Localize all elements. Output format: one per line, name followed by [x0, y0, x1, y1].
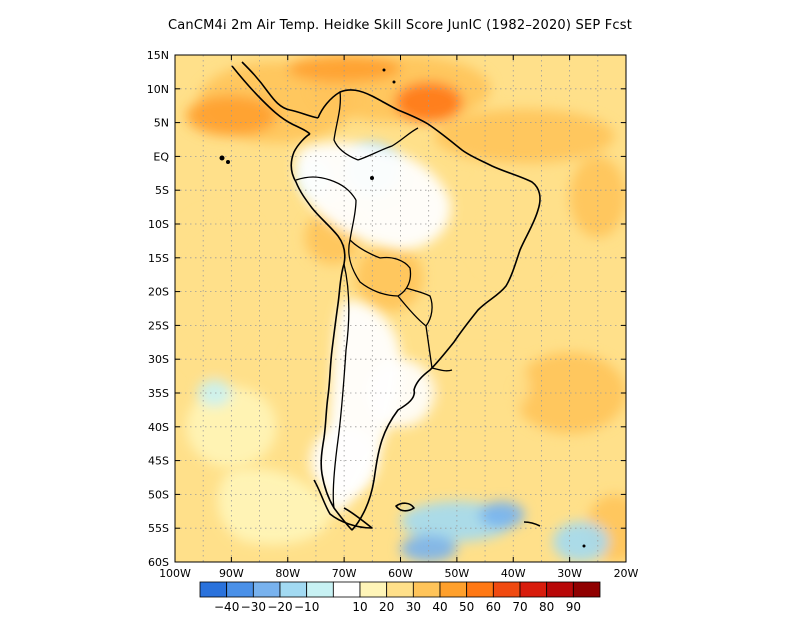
coastlines — [231, 61, 541, 531]
border-venezuela-brazil — [357, 127, 419, 161]
lake-titicaca — [370, 176, 374, 180]
land-low-skill-areas — [217, 142, 451, 545]
colorbar-swatch — [466, 581, 494, 598]
field-region-18 — [400, 534, 457, 562]
lat-tick-label: 20S — [148, 286, 169, 299]
plot-area — [175, 55, 626, 562]
field-region-7 — [468, 169, 559, 279]
field-region-3 — [394, 82, 463, 123]
colorbar-swatch — [226, 581, 254, 598]
lat-tick-label: 25S — [148, 319, 169, 332]
colorbar-labels: −40 −30 −20 −10 10 20 30 40 50 60 70 80 90 — [214, 600, 581, 614]
colorbar-swatch — [199, 581, 228, 598]
colorbar-label: −10 — [294, 600, 319, 614]
field-region-6 — [569, 156, 626, 238]
lon-tick-label: 70W — [332, 567, 357, 580]
colorbar-label: 80 — [539, 600, 554, 614]
colorbar-swatch — [492, 581, 521, 598]
colorbar-swatch — [359, 581, 388, 598]
lon-tick-label: 100W — [159, 567, 191, 580]
colorbar-label: 60 — [486, 600, 501, 614]
border-uruguay — [431, 367, 453, 372]
colorbar — [199, 581, 601, 598]
lat-tick-label: 50S — [148, 488, 169, 501]
colorbar-label: −20 — [267, 600, 292, 614]
colorbar-swatch — [252, 581, 281, 598]
south-atlantic-island — [582, 544, 586, 548]
lat-tick-label: 15S — [148, 252, 169, 265]
colorbar-swatch — [332, 581, 361, 598]
lat-tick-label: 60S — [148, 556, 169, 569]
colorbar-label: −40 — [214, 600, 239, 614]
colorbar-swatch — [279, 581, 308, 598]
longitude-labels: 100W 90W 80W 70W 60W 50W 40W 30W 20W — [159, 567, 638, 580]
colorbar-swatch — [306, 581, 334, 598]
colorbar-label: 70 — [512, 600, 527, 614]
caribbean-island — [392, 80, 396, 84]
colorbar-label: 90 — [566, 600, 581, 614]
border-colombia-peru — [295, 176, 357, 201]
lat-tick-label: EQ — [153, 150, 169, 163]
lat-lon-grid — [175, 55, 626, 562]
colorbar-label: 10 — [352, 600, 367, 614]
caribbean-island-2 — [382, 68, 386, 72]
latitude-labels: 15N 10N 5N EQ 5S 10S 15S 20S 25S 30S 35S 40S 45S 50S 5… — [147, 49, 170, 569]
lat-tick-label: 5N — [154, 117, 169, 130]
field-region-19 — [479, 501, 525, 529]
border-colombia-venezuela — [333, 91, 359, 161]
country-borders — [295, 91, 453, 509]
lat-tick-label: 55S — [148, 522, 169, 535]
lat-tick-label: 30S — [148, 353, 169, 366]
south-georgia-island — [523, 521, 541, 527]
amazon-white-area — [296, 142, 451, 250]
colorbar-swatch — [386, 581, 414, 598]
colorbar-label: 50 — [459, 600, 474, 614]
lat-tick-label: 15N — [147, 49, 169, 62]
lon-tick-label: 50W — [444, 567, 469, 580]
galapagos-island — [219, 155, 225, 161]
central-america-coast — [241, 61, 319, 119]
border-argentina-chile — [332, 263, 350, 509]
tierra-del-fuego-coast — [313, 479, 373, 529]
field-region-9 — [355, 244, 424, 312]
colorbar-swatch — [546, 581, 574, 598]
colorbar-label: 40 — [432, 600, 447, 614]
field-region-5 — [434, 109, 615, 164]
border-paraguay — [397, 287, 433, 327]
lat-tick-label: 10N — [147, 83, 169, 96]
lat-tick-label: 45S — [148, 455, 169, 468]
falkland-islands — [395, 502, 415, 512]
lon-tick-label: 90W — [219, 567, 244, 580]
border-argentina-brazil — [425, 325, 433, 369]
lon-tick-label: 30W — [557, 567, 582, 580]
lon-tick-label: 60W — [388, 567, 413, 580]
central-america-pacific-coast — [231, 65, 311, 135]
galapagos-island-2 — [226, 160, 230, 164]
colorbar-swatch — [412, 581, 441, 598]
map-title: CanCM4i 2m Air Temp. Heidke Skill Score … — [167, 18, 633, 33]
islands-dots — [219, 68, 586, 548]
lon-tick-label: 20W — [614, 567, 639, 580]
patagonia-white-area — [326, 300, 401, 513]
field-region-20 — [552, 521, 610, 562]
colorbar-label: −30 — [241, 600, 266, 614]
field-region-11 — [513, 352, 626, 434]
colorbar-label: 30 — [406, 600, 421, 614]
southern-ocean-white-area — [217, 468, 330, 545]
lat-tick-label: 35S — [148, 387, 169, 400]
colorbar-swatch — [572, 581, 601, 598]
south-america-coast — [290, 89, 541, 531]
lat-tick-label: 10S — [148, 218, 169, 231]
field-region-21 — [197, 379, 232, 407]
colorbar-label: 20 — [379, 600, 394, 614]
colorbar-swatch — [439, 581, 468, 598]
axis-ticks — [174, 54, 627, 563]
colorbar-swatch — [519, 581, 548, 598]
lon-tick-label: 40W — [501, 567, 526, 580]
lat-tick-label: 5S — [155, 184, 169, 197]
lat-tick-label: 40S — [148, 421, 169, 434]
lon-tick-label: 80W — [275, 567, 300, 580]
